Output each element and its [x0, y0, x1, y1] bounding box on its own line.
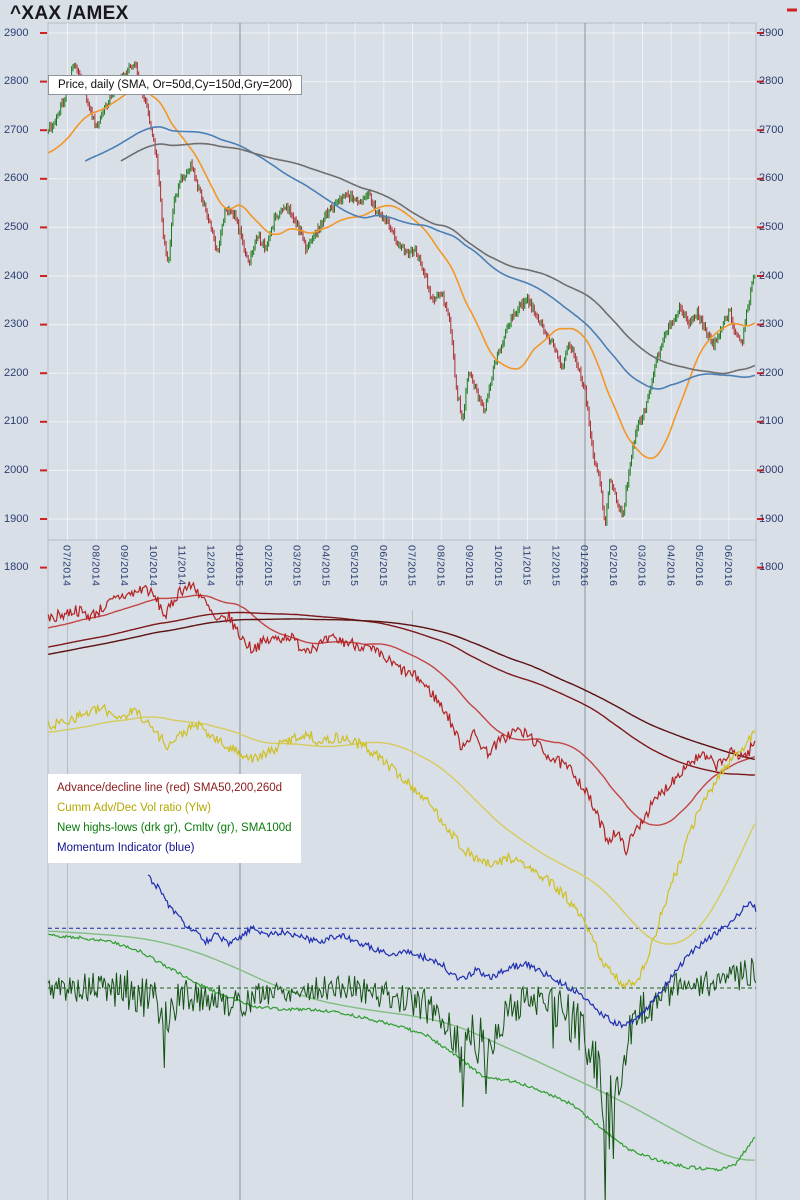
x-axis-label: 11/2015 — [520, 545, 533, 586]
x-axis-label: 12/2015 — [549, 545, 562, 587]
x-axis-label: 09/2014 — [118, 545, 130, 587]
y-axis-label-left: 2200 — [4, 366, 29, 379]
y-axis-label-right: 2600 — [759, 172, 784, 185]
y-axis-label-left: 2000 — [4, 463, 29, 476]
price-legend: Price, daily (SMA, Or=50d,Cy=150d,Gry=20… — [48, 75, 303, 95]
x-axis-label: 04/2016 — [664, 545, 677, 587]
x-axis-label: 07/2014 — [60, 545, 73, 587]
y-axis-label-right: 2400 — [759, 269, 784, 282]
x-axis-label: 02/2016 — [606, 545, 619, 587]
x-axis-label: 11/2014 — [175, 545, 188, 586]
x-axis-label: 12/2014 — [204, 545, 217, 587]
y-axis-label-left: 2300 — [4, 318, 29, 331]
y-axis-label-right: 2000 — [759, 463, 784, 476]
indicator-legend: Advance/decline line (red) SMA50,200,260… — [48, 774, 301, 863]
y-axis-label-left: 2100 — [4, 415, 29, 428]
y-axis-label-right: 2700 — [759, 123, 784, 136]
y-axis-label-left: 1900 — [4, 512, 29, 525]
x-axis-label: 06/2016 — [721, 545, 734, 587]
x-axis-label: 10/2014 — [146, 545, 159, 587]
y-axis-label-right: 2300 — [759, 318, 784, 331]
legend-momentum: Momentum Indicator (blue) — [57, 842, 195, 854]
x-axis-label: 01/2016 — [578, 545, 590, 587]
price-legend-text: Price, daily (SMA, Or=50d,Cy=150d,Gry=20… — [58, 79, 293, 91]
x-axis-label: 06/2015 — [376, 545, 389, 587]
legend-advance-decline: Advance/decline line (red) SMA50,200,260… — [57, 782, 283, 794]
y-axis-label-right: 2200 — [759, 366, 784, 379]
y-axis-label-right: 1900 — [759, 512, 784, 525]
y-axis-label-left: 2500 — [4, 220, 29, 233]
symbol-title: ^XAX /AMEX — [10, 3, 129, 24]
legend-new-highs-lows: New highs-lows (drk gr), Cmltv (gr), SMA… — [57, 822, 292, 834]
x-axis-label: 08/2014 — [89, 545, 102, 587]
y-axis-label-right: 2100 — [759, 415, 784, 428]
x-axis-label: 02/2015 — [261, 545, 274, 587]
x-axis-label: 04/2015 — [319, 545, 332, 587]
y-axis-label-left: 2900 — [4, 26, 29, 39]
legend-adv-dec-vol-ratio: Cumm Adv/Dec Vol ratio (Ylw) — [57, 802, 212, 814]
x-axis-label: 01/2015 — [233, 545, 245, 587]
x-axis-label: 05/2015 — [348, 545, 360, 587]
x-axis-label: 09/2015 — [463, 545, 475, 587]
x-axis-label: 10/2015 — [491, 545, 504, 587]
y-axis-label-right: 2800 — [759, 75, 784, 88]
y-axis-label-right: 2900 — [759, 26, 784, 39]
y-axis-label-left: 2800 — [4, 75, 29, 88]
y-axis-label-left: 2600 — [4, 172, 29, 185]
y-axis-label-left: 2700 — [4, 123, 29, 136]
y-axis-label-right: 1800 — [759, 561, 784, 574]
x-axis-label: 05/2016 — [693, 545, 705, 587]
x-axis-label: 03/2016 — [635, 545, 648, 587]
y-axis-label-right: 2500 — [759, 220, 784, 233]
x-axis-label: 03/2015 — [290, 545, 303, 587]
y-axis-label-left: 1800 — [4, 561, 29, 574]
x-axis-label: 08/2015 — [434, 545, 447, 587]
y-axis-label-left: 2400 — [4, 269, 29, 282]
x-axis-label: 07/2015 — [405, 545, 418, 587]
